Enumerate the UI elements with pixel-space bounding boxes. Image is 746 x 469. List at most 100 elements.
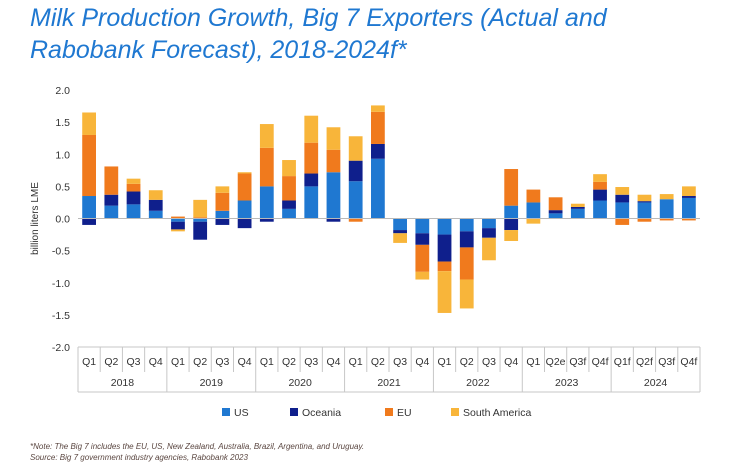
- bar-segment-south-america: [348, 136, 363, 161]
- year-label: 2023: [555, 377, 579, 389]
- x-tick-label: Q1f: [614, 356, 631, 368]
- legend-swatch: [385, 408, 393, 416]
- year-label: 2022: [466, 377, 490, 389]
- bar-segment-us: [82, 196, 96, 219]
- year-label: 2024: [644, 377, 668, 389]
- bar-segment-oceania: [193, 221, 208, 240]
- bar-segment-south-america: [459, 279, 474, 309]
- footnote: *Note: The Big 7 includes the EU, US, Ne…: [30, 442, 365, 451]
- bar-segment-south-america: [326, 127, 341, 150]
- bar-segment-south-america: [148, 190, 163, 200]
- bar-segment-oceania: [237, 218, 252, 229]
- bar-segment-us: [615, 202, 630, 219]
- bar-segment-us: [548, 213, 563, 219]
- x-tick-label: Q4: [504, 356, 518, 368]
- x-tick-label: Q3: [393, 356, 407, 368]
- x-tick-label: Q1: [171, 356, 185, 368]
- bar-segment-oceania: [259, 218, 274, 222]
- bar-segment-south-america: [504, 230, 519, 241]
- bar-segment-us: [371, 158, 385, 219]
- bar-segment-us: [259, 186, 274, 219]
- bar-segment-oceania: [282, 200, 296, 209]
- bar-segment-eu: [459, 247, 474, 280]
- bar-segment-us: [126, 204, 141, 219]
- bar-segment-oceania: [415, 233, 430, 245]
- bar-segment-south-america: [282, 160, 296, 177]
- chart-title-line-2: Rabobank Forecast), 2018-2024f*: [30, 36, 407, 64]
- bar-segment-south-america: [193, 199, 208, 218]
- bar-segment-us: [570, 208, 585, 219]
- bar-segment-us: [104, 205, 119, 219]
- bar-segment-oceania: [482, 228, 496, 238]
- legend-label: South America: [463, 407, 531, 419]
- y-tick-label: 1.5: [55, 117, 70, 129]
- bar-segment-eu: [171, 216, 185, 219]
- x-tick-label: Q4: [415, 356, 429, 368]
- bar-segment-oceania: [126, 191, 141, 205]
- year-label: 2021: [377, 377, 401, 389]
- bar-segment-eu: [259, 147, 274, 187]
- bar-segment-us: [326, 172, 341, 219]
- bar-segment-eu: [548, 197, 563, 211]
- bar-segment-south-america: [82, 112, 96, 135]
- chart-title-line-1: Milk Production Growth, Big 7 Exporters …: [30, 4, 607, 32]
- bar-segment-south-america: [437, 271, 452, 313]
- bar-segment-us: [215, 210, 230, 219]
- bar-segment-eu: [682, 218, 696, 221]
- legend-label: US: [234, 407, 249, 419]
- x-tick-label: Q3f: [658, 356, 675, 368]
- bar-segment-oceania: [215, 218, 230, 225]
- x-tick-label: Q3: [482, 356, 496, 368]
- bar-segment-south-america: [482, 237, 496, 261]
- bar-segment-us: [504, 205, 519, 219]
- bar-segment-oceania: [615, 194, 630, 203]
- bar-segment-us: [659, 199, 674, 219]
- bar-segment-south-america: [215, 186, 230, 193]
- bar-segment-us: [282, 208, 296, 219]
- bar-segment-us: [193, 218, 208, 222]
- legend-label: Oceania: [302, 407, 341, 419]
- bar-segment-eu: [126, 183, 141, 192]
- bar-segment-oceania: [682, 196, 696, 198]
- x-tick-label: Q4: [149, 356, 163, 368]
- bar-segment-eu: [82, 134, 96, 197]
- year-label: 2020: [288, 377, 312, 389]
- bar-segment-oceania: [104, 194, 119, 206]
- bar-segment-south-america: [682, 186, 696, 197]
- bar-segment-eu: [237, 173, 252, 201]
- bar-segment-eu: [326, 149, 341, 173]
- x-tick-label: Q3: [304, 356, 318, 368]
- bar-segment-us: [459, 218, 474, 232]
- bar-segment-us: [593, 200, 607, 219]
- bar-segment-us: [526, 202, 541, 219]
- bar-segment-oceania: [593, 189, 607, 201]
- bar-segment-us: [393, 218, 407, 231]
- bar-segment-south-america: [393, 233, 407, 243]
- x-tick-label: Q1: [260, 356, 274, 368]
- legend-label: EU: [397, 407, 412, 419]
- bar-segment-south-america: [637, 194, 652, 202]
- y-tick-label: 2.0: [55, 85, 70, 97]
- x-tick-label: Q2: [193, 356, 207, 368]
- bar-segment-oceania: [570, 206, 585, 209]
- legend-swatch: [290, 408, 298, 416]
- x-tick-label: Q2: [282, 356, 296, 368]
- bar-segment-eu: [371, 111, 385, 144]
- bar-segment-eu: [282, 176, 296, 201]
- bar-segment-eu: [615, 218, 630, 225]
- bar-segment-us: [415, 218, 430, 234]
- bar-segment-oceania: [393, 230, 407, 234]
- bar-segment-us: [237, 200, 252, 219]
- bar-segment-oceania: [348, 160, 363, 182]
- bar-segment-south-america: [570, 203, 585, 207]
- bar-segment-eu: [415, 244, 430, 272]
- y-tick-label: -0.5: [52, 246, 70, 258]
- bar-segment-south-america: [659, 194, 674, 200]
- bar-segment-south-america: [615, 187, 630, 195]
- bar-segment-eu: [348, 218, 363, 222]
- bar-segment-oceania: [171, 221, 185, 230]
- bar-segment-eu: [504, 169, 519, 206]
- x-tick-label: Q4f: [592, 356, 609, 368]
- bar-segment-eu: [437, 261, 452, 272]
